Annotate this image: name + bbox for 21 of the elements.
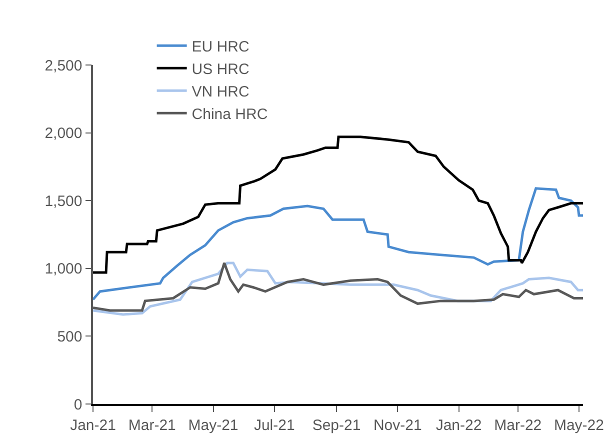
line-series: [93, 187, 583, 301]
x-tick-label: May-21: [188, 416, 238, 434]
legend-label: EU HRC: [192, 38, 250, 56]
line-series: [93, 136, 583, 274]
x-tick-label: Sep-21: [312, 416, 361, 434]
x-tick-label: May-22: [554, 416, 604, 434]
x-tick-label: Jan-22: [436, 416, 482, 434]
x-tick-label: Jul-21: [254, 416, 295, 434]
x-tick-label: Mar-21: [128, 416, 176, 434]
y-tick-label: 0: [74, 396, 82, 414]
legend-label: US HRC: [192, 61, 250, 78]
x-tick-label: Mar-22: [494, 416, 542, 434]
y-tick-label: 2,000: [44, 125, 82, 142]
x-tick-label: Jan-21: [70, 416, 116, 434]
y-tick-label: 500: [57, 328, 82, 346]
y-tick-label: 2,500: [44, 57, 82, 74]
legend-label: China HRC: [192, 106, 268, 124]
y-tick-label: 1,500: [44, 192, 82, 210]
legend-label: VN HRC: [192, 84, 250, 101]
x-tick-label: Nov-21: [373, 416, 422, 434]
y-tick-label: 1,000: [44, 260, 82, 278]
